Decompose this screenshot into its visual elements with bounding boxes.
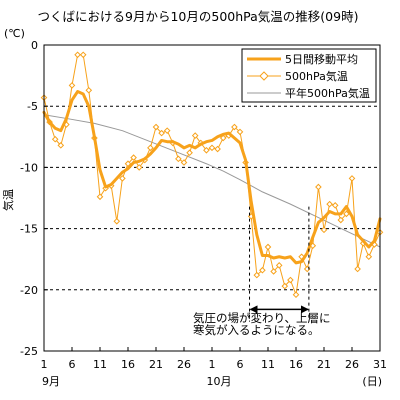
observed-point: [253, 271, 261, 279]
legend-label-moving-average: 5日間移動平均: [285, 52, 358, 66]
x-tick-label: 16: [289, 358, 303, 371]
observed-point: [57, 142, 65, 149]
observed-point: [119, 175, 126, 182]
x-tick-label: 11: [261, 358, 275, 371]
moving-average-line: [42, 90, 382, 265]
observed-point: [74, 51, 81, 59]
observed-point: [326, 200, 333, 208]
observed-point: [354, 265, 361, 273]
observed-point: [113, 217, 121, 225]
legend-label-normal: 平年500hPa気温: [285, 86, 370, 100]
observed-point: [343, 210, 350, 218]
x-tick-label: 6: [237, 358, 244, 371]
observed-series: [40, 51, 384, 299]
observed-point: [158, 129, 165, 137]
observed-point: [135, 164, 143, 171]
y-tick-label: -20: [20, 284, 38, 297]
observed-point: [231, 123, 238, 131]
x-tick-label: 26: [177, 358, 191, 371]
observed-point: [315, 183, 322, 191]
observed-point: [320, 226, 328, 234]
x-tick-label: 21: [317, 358, 331, 371]
x-tick-label: 21: [149, 358, 163, 371]
x-tick-label: 1: [41, 358, 48, 371]
x-tick-label: 16: [121, 358, 135, 371]
month-label: 10月: [207, 375, 232, 388]
observed-point: [96, 193, 104, 201]
y-axis-label-text: 気温: [1, 189, 15, 211]
x-tick-label: 26: [345, 358, 359, 371]
observed-point: [203, 146, 210, 154]
observed-point: [163, 127, 171, 134]
observed-point: [287, 276, 294, 284]
month-label: 9月: [42, 375, 60, 388]
y-unit-label: (℃): [4, 27, 25, 40]
observed-point: [214, 145, 221, 153]
legend-diamond-marker: [259, 71, 269, 81]
y-axis-label: 気温: [1, 189, 15, 211]
observed-point: [348, 175, 356, 182]
observed-point: [264, 243, 272, 251]
observed-point: [79, 51, 87, 59]
x-tick-label: 1: [209, 358, 216, 371]
observed-point: [281, 282, 289, 290]
annotation: 気圧の場が変わり、上層に 寒気が入るようになる。: [193, 206, 331, 337]
annotation-text-line1: 気圧の場が変わり、上層に: [193, 311, 331, 325]
moving-average-series: [42, 90, 382, 265]
observed-point: [152, 123, 160, 131]
observed-point: [147, 144, 154, 152]
observed-point: [337, 216, 345, 224]
y-tick-label: -25: [20, 345, 38, 358]
observed-point: [259, 266, 266, 274]
y-tick-label: 0: [31, 39, 38, 52]
observed-point: [130, 154, 137, 161]
observed-point: [180, 159, 188, 166]
normal-series: [43, 114, 381, 248]
observed-point: [331, 202, 339, 209]
legend-label-observed: 500hPa気温: [285, 69, 348, 83]
x-tick-label: 6: [69, 358, 76, 371]
observed-point: [365, 253, 373, 261]
x-tick-label: 11: [93, 358, 107, 371]
y-tick-label: -15: [20, 223, 38, 236]
legend: 5日間移動平均 500hPa気温 平年500hPa気温: [241, 48, 377, 103]
observed-point: [292, 291, 300, 299]
annotation-text-line2: 寒気が入るようになる。: [193, 323, 320, 337]
chart-title: つくばにおける9月から10月の500hPa気温の推移(09時): [38, 9, 359, 24]
observed-point: [175, 155, 182, 163]
observed-point: [85, 86, 93, 94]
observed-point: [51, 135, 59, 143]
observed-point: [186, 149, 193, 157]
x-tick-label: 31: [373, 358, 387, 371]
y-tick-label: -5: [27, 100, 38, 113]
observed-point: [68, 82, 76, 89]
observed-point: [208, 144, 216, 152]
normal-series-line: [43, 114, 381, 248]
observed-point: [270, 268, 277, 275]
observed-point: [191, 132, 199, 139]
y-tick-label: -10: [20, 161, 38, 174]
observed-point: [236, 128, 244, 136]
observed-point: [275, 262, 283, 269]
observed-point: [219, 134, 227, 142]
x-unit-label: (日): [362, 375, 382, 388]
